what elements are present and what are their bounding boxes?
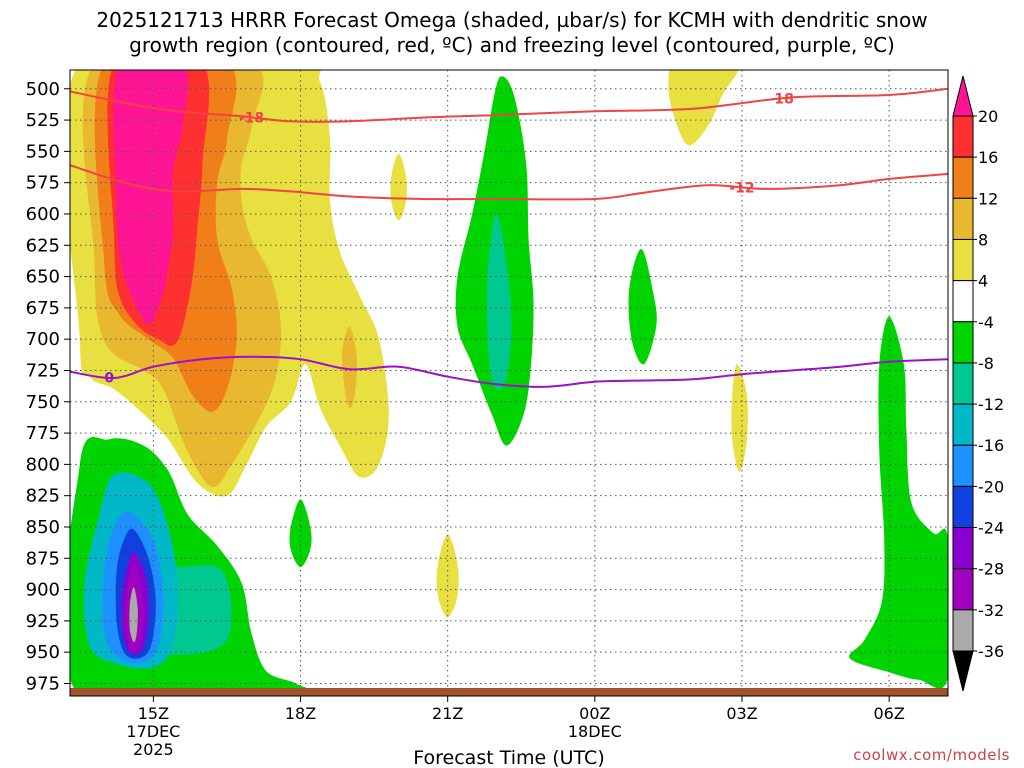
colorbar-label: -24 — [978, 519, 1004, 538]
contour-line — [70, 355, 948, 388]
colorbar-extend-bottom — [952, 650, 974, 692]
y-tick-label: 925 — [26, 611, 60, 632]
colorbar-label: 8 — [978, 230, 988, 249]
contour-label: 0 — [104, 370, 114, 386]
colorbar-label: 20 — [978, 107, 998, 126]
colorbar-swatch — [952, 238, 974, 282]
colorbar-label: -12 — [978, 395, 1004, 414]
omega-neg32 — [129, 587, 138, 643]
y-tick-label: 900 — [26, 580, 60, 601]
colorbar-label: -20 — [978, 477, 1004, 496]
temperature-contours: -18 -18 -12 0 — [70, 87, 948, 388]
colorbar-extend-top — [952, 75, 974, 117]
y-tick-label: 575 — [26, 173, 60, 194]
omega-neg4-01z — [628, 248, 657, 365]
omega-neg4-06z — [849, 316, 948, 689]
omega-20 — [113, 70, 188, 325]
colorbar-label: 16 — [978, 148, 998, 167]
x-tick-label: 06Z — [873, 704, 904, 723]
omega-shading — [70, 70, 948, 696]
colorbar-swatch — [952, 115, 974, 158]
terrain-strip — [70, 688, 948, 696]
omega-8-cell-19z — [342, 326, 358, 409]
y-tick-label: 750 — [26, 392, 60, 413]
chart-title-line-2: growth region (contoured, red, ºC) and f… — [129, 33, 895, 57]
colorbar: 20 16 12 8 4 -4 -8 -12 -16 -20 -24 -28 -32 -36 — [952, 75, 1004, 692]
y-tick-label: 950 — [26, 642, 60, 663]
y-tick-label: 975 — [26, 673, 60, 694]
colorbar-swatch — [952, 527, 974, 570]
x-tick-label: 18Z — [285, 704, 316, 723]
colorbar-label: -32 — [978, 601, 1004, 620]
y-tick-label: 850 — [26, 517, 60, 538]
y-tick-label: 600 — [26, 204, 60, 225]
colorbar-label: -28 — [978, 560, 1004, 579]
colorbar-swatch — [952, 197, 974, 240]
contour-line — [70, 87, 948, 123]
colorbar-label: -16 — [978, 436, 1004, 455]
x-tick-sublabel: 17DEC — [126, 722, 180, 741]
chart-title-line-1: 2025121713 HRRR Forecast Omega (shaded, … — [96, 8, 928, 32]
colorbar-swatch — [952, 280, 974, 323]
colorbar-label: 12 — [978, 189, 998, 208]
y-tick-label: 725 — [26, 360, 60, 381]
y-tick-label: 525 — [26, 110, 60, 131]
y-tick-label: 800 — [26, 454, 60, 475]
colorbar-swatch — [952, 362, 974, 405]
x-tick-sublabel: 18DEC — [568, 722, 622, 741]
omega-4-cell-02z — [668, 70, 739, 146]
colorbar-swatch — [952, 485, 974, 529]
y-axis: 500 525 550 575 600 625 650 675 700 725 750 775 800 8… — [26, 79, 70, 694]
y-tick-label: 625 — [26, 235, 60, 256]
y-tick-label: 650 — [26, 267, 60, 288]
plot-frame — [69, 69, 949, 697]
y-tick-label: 550 — [26, 141, 60, 162]
omega-neg4-18z — [289, 499, 312, 567]
contour-label: -18 — [769, 92, 794, 108]
x-tick-label: 21Z — [432, 704, 463, 723]
x-tick-label: 15Z — [138, 704, 169, 723]
colorbar-swatch — [952, 403, 974, 446]
omega-4-cell-03z — [731, 364, 748, 472]
y-tick-label: 500 — [26, 79, 60, 100]
y-tick-label: 875 — [26, 548, 60, 569]
contour-line — [70, 164, 948, 201]
y-tick-label: 700 — [26, 329, 60, 350]
y-tick-label: 825 — [26, 486, 60, 507]
grid-lines — [70, 70, 948, 696]
x-tick-sublabel: 2025 — [133, 740, 174, 759]
x-tick-label: 00Z — [579, 704, 610, 723]
colorbar-swatch — [952, 609, 974, 652]
colorbar-label: 4 — [978, 272, 988, 291]
colorbar-swatch — [952, 156, 974, 199]
colorbar-label: -4 — [978, 313, 994, 332]
x-axis-label: Forecast Time (UTC) — [413, 747, 604, 768]
colorbar-swatch — [952, 444, 974, 487]
contour-label: -12 — [729, 180, 754, 196]
x-tick-label: 03Z — [726, 704, 757, 723]
colorbar-label: -8 — [978, 354, 994, 373]
colorbar-swatch — [952, 321, 974, 364]
omega-neg8-22z — [486, 213, 512, 390]
colorbar-swatch — [952, 568, 974, 611]
credit-text: coolwx.com/models — [853, 746, 1010, 764]
y-tick-label: 675 — [26, 298, 60, 319]
contour-label: -18 — [239, 110, 264, 126]
omega-4-cell-20z — [390, 153, 407, 221]
colorbar-label: -36 — [978, 642, 1004, 661]
y-tick-label: 775 — [26, 423, 60, 444]
